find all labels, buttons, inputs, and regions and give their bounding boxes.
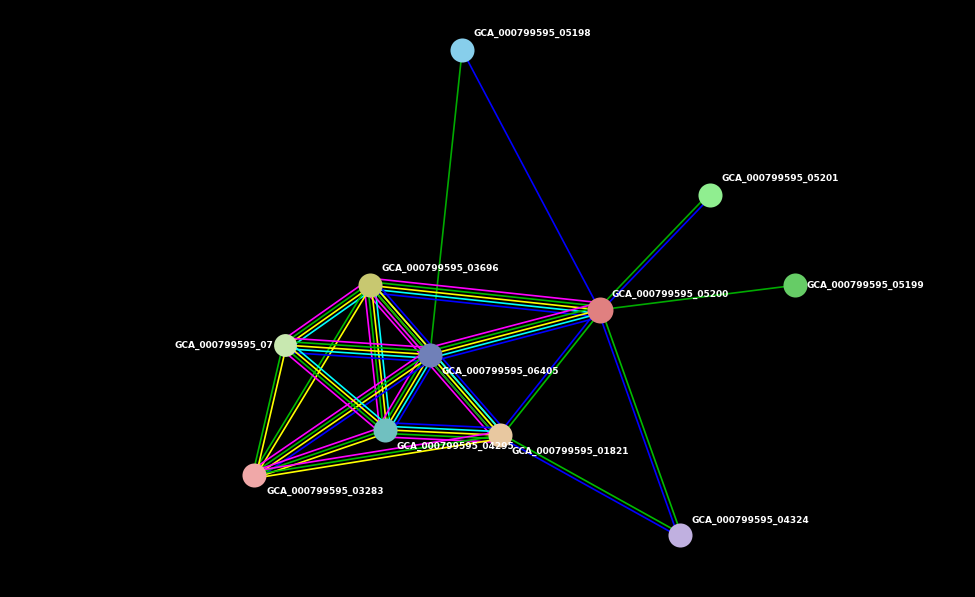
Point — [454, 45, 470, 55]
Text: GCA_000799595_01821: GCA_000799595_01821 — [512, 447, 630, 457]
Text: GCA_000799595_03283: GCA_000799595_03283 — [266, 487, 384, 496]
Text: GCA_000799595_03696: GCA_000799595_03696 — [381, 264, 499, 273]
Text: GCA_000799595_05198: GCA_000799595_05198 — [474, 29, 592, 38]
Point — [247, 470, 262, 479]
Point — [277, 340, 292, 350]
Text: GCA_000799595_04295: GCA_000799595_04295 — [397, 442, 515, 451]
Point — [672, 530, 687, 540]
Text: GCA_000799595_05201: GCA_000799595_05201 — [722, 174, 838, 183]
Point — [422, 350, 438, 359]
Text: GCA_000799595_04324: GCA_000799595_04324 — [691, 515, 809, 525]
Text: GCA_000799595_06405: GCA_000799595_06405 — [442, 367, 560, 376]
Point — [377, 425, 393, 435]
Text: GCA_000799595_05200: GCA_000799595_05200 — [611, 290, 728, 300]
Point — [362, 281, 377, 290]
Point — [492, 430, 508, 440]
Point — [787, 281, 802, 290]
Point — [592, 305, 607, 315]
Text: GCA_000799595_07: GCA_000799595_07 — [175, 340, 273, 350]
Point — [702, 190, 718, 200]
Text: GCA_000799595_05199: GCA_000799595_05199 — [806, 281, 924, 290]
